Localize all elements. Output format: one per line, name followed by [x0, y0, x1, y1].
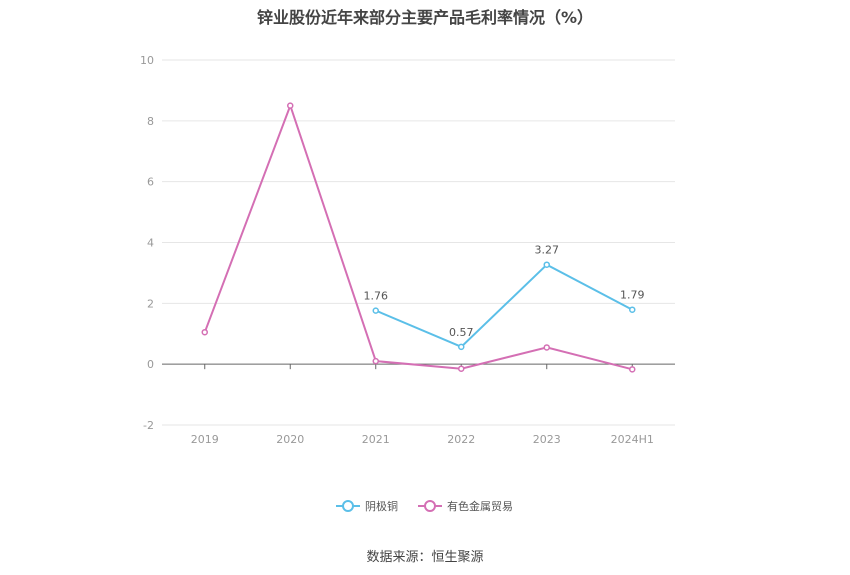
y-tick-label: -2 — [143, 419, 154, 432]
data-label: 1.76 — [364, 290, 389, 303]
y-tick-label: 10 — [140, 54, 154, 67]
x-axis: 2019 2020 2021 2022 2023 2024H1 — [191, 364, 654, 446]
y-axis-ticks: -2 0 2 4 6 8 10 — [140, 54, 154, 432]
data-point[interactable] — [287, 102, 294, 109]
data-point[interactable] — [201, 328, 208, 336]
series-2 — [201, 102, 636, 373]
series-line — [375, 263, 633, 348]
data-label: 3.27 — [535, 244, 560, 257]
legend-label: 有色金属贸易 — [447, 499, 513, 513]
series-line — [203, 102, 633, 371]
y-tick-label: 2 — [147, 297, 154, 310]
x-tick-label: 2024H1 — [611, 433, 654, 446]
legend-item[interactable]: 阴极铜 — [336, 499, 398, 513]
legend-swatch-marker — [342, 500, 354, 512]
data-point[interactable] — [372, 357, 379, 365]
y-tick-label: 0 — [147, 358, 154, 371]
data-point[interactable] — [629, 306, 636, 313]
data-source: 数据来源：恒生聚源 — [366, 550, 484, 565]
data-point[interactable] — [629, 366, 636, 373]
y-tick-label: 8 — [147, 115, 154, 128]
x-tick-label: 2021 — [362, 433, 390, 446]
y-tick-label: 6 — [147, 176, 154, 189]
x-tick-label: 2020 — [276, 433, 304, 446]
legend-swatch-marker — [424, 500, 436, 512]
series-1: 1.76 0.57 3.27 1.79 — [364, 244, 645, 351]
legend[interactable]: 阴极铜 有色金属贸易 — [336, 499, 513, 513]
chart-title: 锌业股份近年来部分主要产品毛利率情况（%） — [256, 8, 594, 27]
data-point[interactable] — [458, 365, 465, 372]
x-tick-label: 2023 — [533, 433, 561, 446]
data-point[interactable] — [458, 343, 465, 351]
x-tick-label: 2019 — [191, 433, 219, 446]
data-label: 1.79 — [620, 289, 645, 302]
data-point[interactable] — [543, 261, 550, 268]
series-layer: 1.76 0.57 3.27 1.79 — [201, 102, 645, 373]
legend-item[interactable]: 有色金属贸易 — [418, 499, 513, 513]
data-point[interactable] — [543, 344, 550, 351]
y-tick-label: 4 — [147, 237, 154, 250]
data-label: 0.57 — [449, 326, 474, 339]
data-point[interactable] — [372, 307, 379, 314]
x-tick-label: 2022 — [447, 433, 475, 446]
legend-label: 阴极铜 — [365, 499, 398, 513]
